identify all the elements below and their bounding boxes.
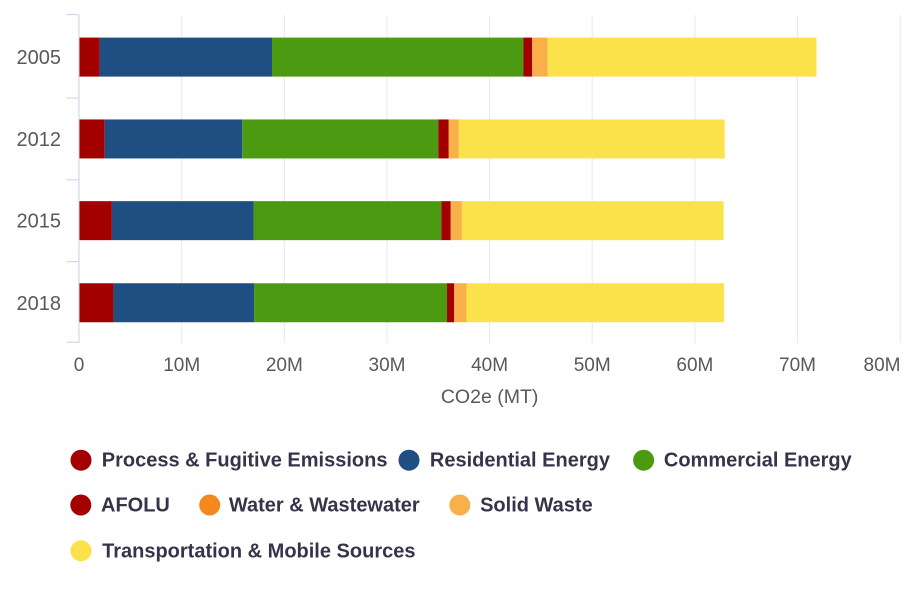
svg-text:Process & Fugitive Emissions: Process & Fugitive Emissions [102,450,388,472]
svg-text:Solid Waste: Solid Waste [480,495,593,517]
svg-text:2015: 2015 [17,211,62,233]
svg-text:30M: 30M [369,355,406,376]
svg-text:Commercial Energy: Commercial Energy [664,450,853,472]
svg-text:2018: 2018 [17,293,62,315]
svg-text:2012: 2012 [17,129,62,151]
svg-text:CO2e (MT): CO2e (MT) [441,386,539,408]
svg-text:Water & Wastewater: Water & Wastewater [229,495,420,517]
svg-text:2005: 2005 [17,47,62,69]
svg-text:Residential Energy: Residential Energy [430,450,611,472]
svg-text:Transportation & Mobile Source: Transportation & Mobile Sources [102,540,415,562]
svg-text:0: 0 [74,355,85,376]
svg-text:20M: 20M [266,355,303,376]
svg-text:50M: 50M [574,355,611,376]
svg-text:60M: 60M [676,355,713,376]
svg-text:10M: 10M [163,355,200,376]
svg-text:AFOLU: AFOLU [101,495,170,517]
svg-text:80M: 80M [864,355,901,376]
svg-text:40M: 40M [471,355,508,376]
svg-text:70M: 70M [779,355,816,376]
